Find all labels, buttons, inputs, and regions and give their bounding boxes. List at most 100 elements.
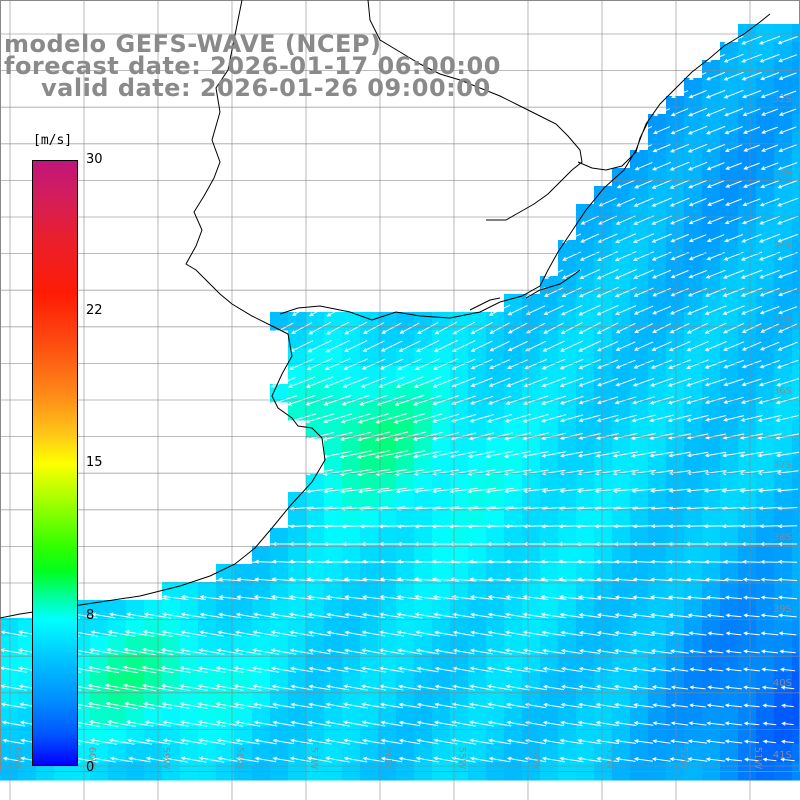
wind-speed-cell [324,636,343,655]
wind-speed-cell [702,312,721,331]
wind-speed-cell [144,744,163,763]
wind-speed-cell [630,330,649,349]
wind-speed-cell [774,528,793,547]
wind-speed-cell [666,348,685,367]
wind-speed-cell [414,528,433,547]
wind-speed-cell [306,528,325,547]
wind-arrow [653,108,670,116]
wind-speed-cell [648,546,667,565]
wind-speed-cell [630,150,649,169]
wind-speed-cell [324,348,343,367]
wind-speed-cell [486,510,505,529]
wind-speed-cell [270,528,289,547]
wind-speed-cell [630,456,649,475]
wind-arrow [778,126,797,134]
wind-speed-cell [270,618,289,637]
wind-arrow [324,376,352,388]
wind-speed-cell [432,510,451,529]
wind-speed-cell [468,708,487,727]
wind-speed-cell [558,294,577,313]
wind-speed-cell [396,384,415,403]
wind-speed-cell [288,672,307,691]
wind-arrow [357,431,391,442]
wind-speed-cell [792,258,800,277]
wind-arrow [669,322,690,334]
wind-speed-cell [630,222,649,241]
wind-arrow [393,431,426,442]
wind-arrow [759,306,780,315]
wind-speed-cell [666,474,685,493]
wind-arrow [506,377,529,387]
wind-speed-cell [324,654,343,673]
wind-speed-cell [612,744,631,763]
wind-speed-cell [540,366,559,385]
wind-speed-cell [720,150,739,169]
wind-arrow [615,359,636,369]
wind-speed-cell [288,312,307,331]
wind-speed-cell [684,672,703,691]
wind-arrow [757,414,782,422]
wind-speed-cell [666,672,685,691]
wind-speed-cell [378,618,397,637]
wind-arrow [634,179,654,189]
wind-speed-cell [576,312,595,331]
wind-speed-cell [684,654,703,673]
wind-speed-cell [324,384,343,403]
wind-speed-cell [720,222,739,241]
wind-arrow [287,376,316,388]
wind-speed-cell [360,546,379,565]
wind-speed-cell [450,456,469,475]
wind-speed-cell [630,258,649,277]
wind-arrow [652,126,671,135]
wind-arrow [669,179,690,189]
wind-arrow [560,340,584,352]
wind-speed-cell [666,168,685,187]
wind-arrow [777,233,798,243]
wind-arrow [706,144,725,153]
wind-speed-cell [126,636,145,655]
wind-speed-cell [432,546,451,565]
wind-speed-cell [684,186,703,205]
wind-speed-cell [90,654,109,673]
wind-speed-cell [414,474,433,493]
wind-speed-cell [432,564,451,583]
wind-speed-cell [612,294,631,313]
wind-speed-cell [0,726,19,745]
wind-arrow [470,377,493,387]
wind-speed-cell [774,258,793,277]
wind-arrow [559,358,584,370]
wind-speed-cell [450,492,469,511]
wind-speed-cell [738,330,757,349]
wind-speed-cell [684,474,703,493]
wind-speed-cell [702,60,721,79]
wind-arrow [687,125,708,135]
wind-arrow [580,233,600,243]
wind-speed-cell [522,366,541,385]
wind-arrow [540,414,567,423]
wind-speed-cell [756,690,775,709]
wind-speed-cell [126,744,145,763]
wind-speed-cell [720,348,739,367]
wind-speed-cell [270,672,289,691]
wind-speed-cell [360,744,379,763]
wind-speed-cell [630,528,649,547]
wind-speed-cell [504,312,523,331]
wind-arrow [776,378,800,387]
wind-speed-cell [612,546,631,565]
wind-arrow [398,340,421,352]
wind-speed-cell [792,78,800,97]
wind-arrow [758,378,781,387]
wind-speed-cell [756,654,775,673]
wind-speed-cell [738,492,757,511]
wind-speed-cell [666,654,685,673]
colorbar [32,160,78,766]
wind-speed-cell [324,366,343,385]
wind-arrow [414,358,441,370]
wind-speed-cell [468,726,487,745]
wind-speed-cell [198,744,217,763]
wind-speed-cell [666,744,685,763]
wind-speed-cell [774,42,793,61]
wind-speed-cell [162,600,181,619]
wind-speed-cell [468,636,487,655]
wind-speed-cell [396,636,415,655]
